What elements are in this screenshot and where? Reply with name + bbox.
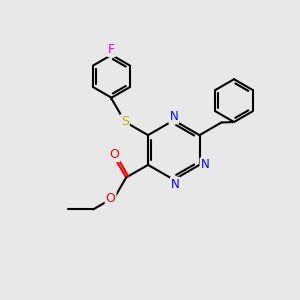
Text: N: N	[200, 158, 209, 171]
Text: O: O	[110, 148, 119, 161]
Text: N: N	[171, 178, 180, 191]
Text: F: F	[108, 43, 115, 56]
Text: O: O	[106, 192, 116, 205]
Text: S: S	[121, 115, 129, 128]
Text: N: N	[169, 110, 178, 123]
